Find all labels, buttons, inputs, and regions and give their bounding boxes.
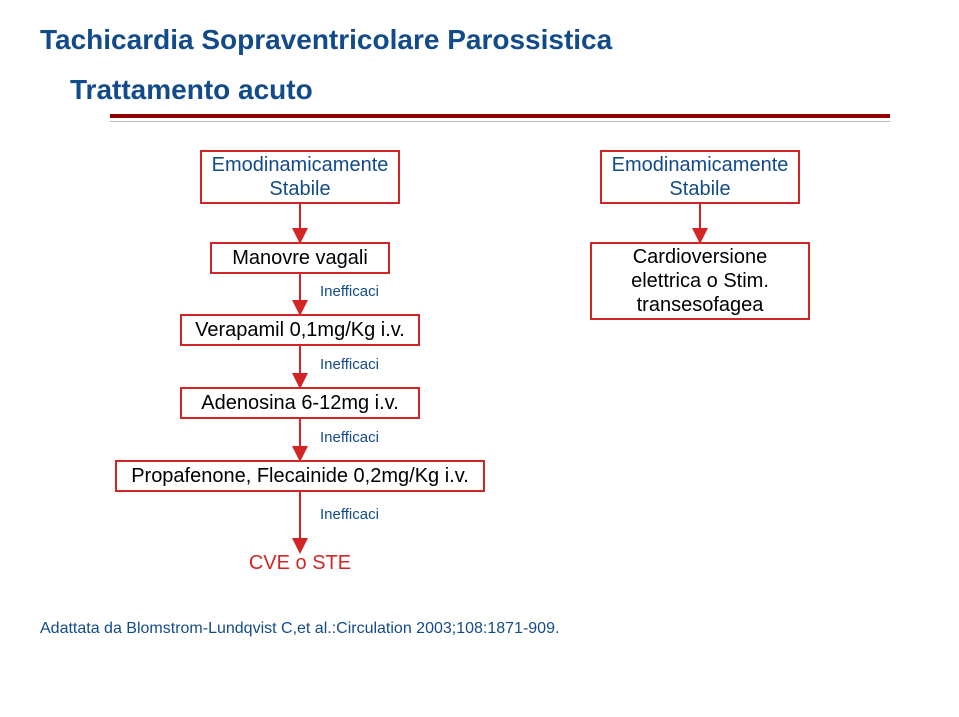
box-propafenone: Propafenone, Flecainide 0,2mg/Kg i.v. xyxy=(115,460,485,492)
box-cardioversione: Cardioversione elettrica o Stim. transes… xyxy=(590,242,810,320)
box-text: Manovre vagali xyxy=(232,246,368,270)
label-cve: CVE o STE xyxy=(240,552,360,575)
box-emodin-left: Emodinamicamente Stabile xyxy=(200,150,400,204)
box-text: Verapamil 0,1mg/Kg i.v. xyxy=(195,318,405,342)
box-verapamil: Verapamil 0,1mg/Kg i.v. xyxy=(180,314,420,346)
citation: Adattata da Blomstrom-Lundqvist C,et al.… xyxy=(40,620,559,638)
label-inefficaci-1: Inefficaci xyxy=(320,283,379,300)
flowchart: Emodinamicamente Stabile Emodinamicament… xyxy=(40,150,919,670)
box-adenosina: Adenosina 6-12mg i.v. xyxy=(180,387,420,419)
label-inefficaci-3: Inefficaci xyxy=(320,429,379,446)
box-text: Cardioversione elettrica o Stim. transes… xyxy=(600,245,800,317)
box-manovre: Manovre vagali xyxy=(210,242,390,274)
box-text: Emodinamicamente Stabile xyxy=(612,153,789,201)
box-text: Adenosina 6-12mg i.v. xyxy=(201,391,399,415)
box-text: Emodinamicamente Stabile xyxy=(212,153,389,201)
page-subtitle: Trattamento acuto xyxy=(70,74,919,106)
flow-arrows xyxy=(40,150,940,670)
label-inefficaci-2: Inefficaci xyxy=(320,356,379,373)
box-emodin-right: Emodinamicamente Stabile xyxy=(600,150,800,204)
page-title: Tachicardia Sopraventricolare Parossisti… xyxy=(40,24,919,56)
box-text: Propafenone, Flecainide 0,2mg/Kg i.v. xyxy=(131,464,469,488)
title-divider xyxy=(110,114,890,122)
label-inefficaci-4: Inefficaci xyxy=(320,506,379,523)
